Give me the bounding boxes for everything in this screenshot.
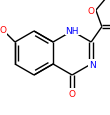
Text: NH: NH (65, 26, 79, 35)
Text: O: O (69, 89, 76, 98)
Text: O: O (88, 7, 95, 16)
Text: O: O (0, 26, 6, 35)
Text: N: N (89, 60, 95, 69)
